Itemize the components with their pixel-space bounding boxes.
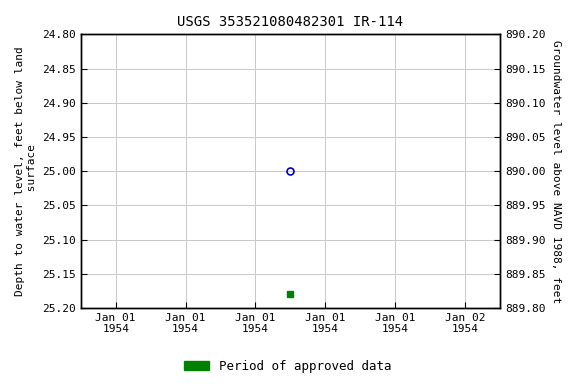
Legend: Period of approved data: Period of approved data [179,355,397,378]
Y-axis label: Depth to water level, feet below land
 surface: Depth to water level, feet below land su… [15,46,37,296]
Y-axis label: Groundwater level above NAVD 1988, feet: Groundwater level above NAVD 1988, feet [551,40,561,303]
Title: USGS 353521080482301 IR-114: USGS 353521080482301 IR-114 [177,15,403,29]
